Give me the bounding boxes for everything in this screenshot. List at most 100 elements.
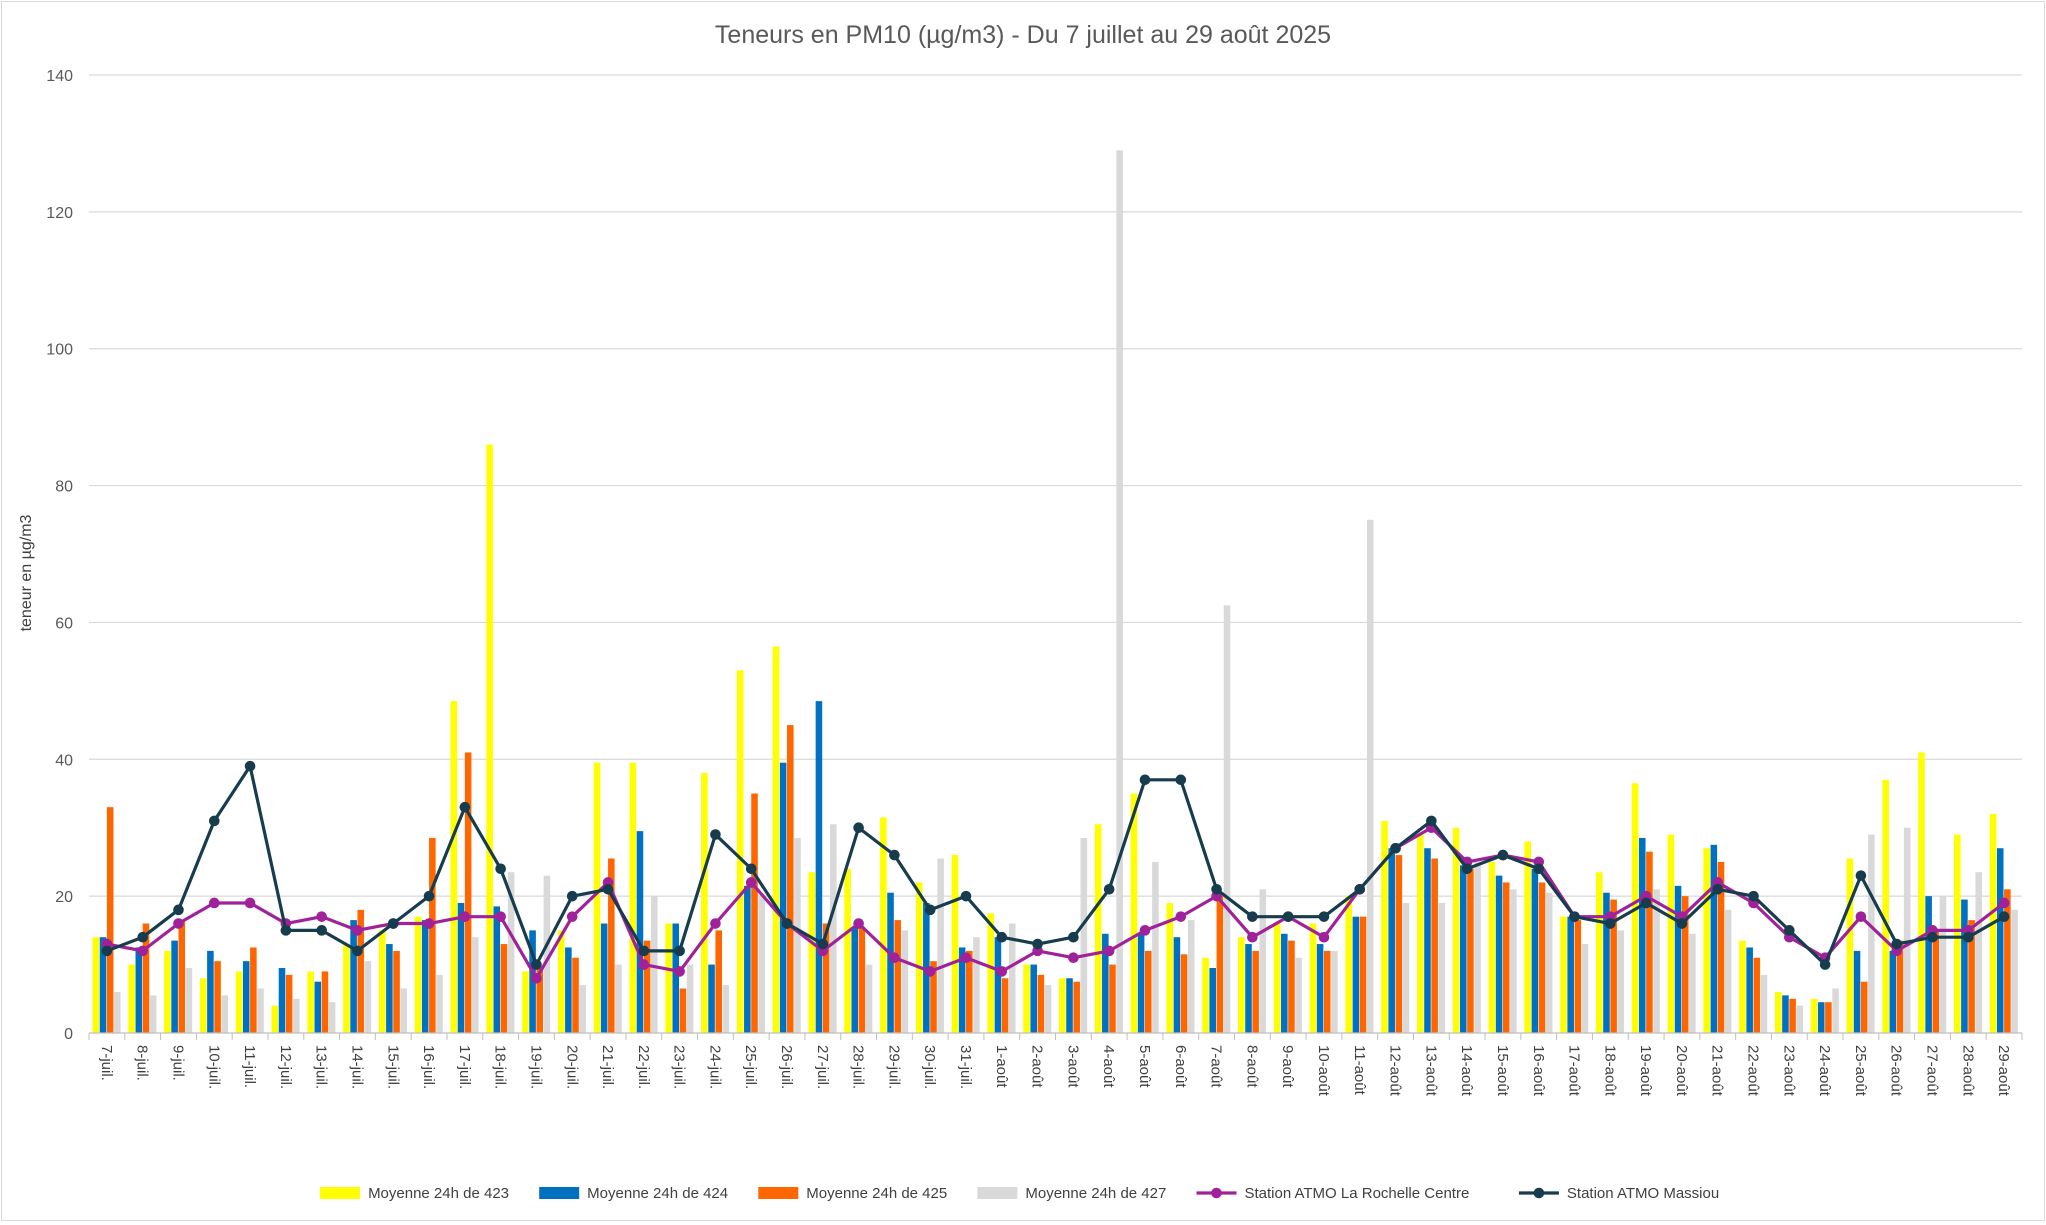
bar (1932, 930, 1940, 1033)
bar (2004, 889, 2011, 1033)
line-point (1497, 849, 1509, 861)
x-tick-label: 30-juil. (921, 1045, 938, 1089)
bar (1617, 930, 1625, 1033)
line-point (924, 966, 936, 977)
bar (736, 670, 744, 1033)
bar (779, 762, 787, 1033)
series-line (106, 826, 2006, 980)
bar (1689, 933, 1696, 1033)
line-point (1461, 863, 1473, 875)
bar (1510, 889, 1517, 1033)
bar (1173, 937, 1181, 1033)
line-point (137, 931, 148, 943)
line-point (173, 918, 184, 929)
x-tick-label: 27-août (1924, 1045, 1941, 1097)
line-point (1605, 918, 1616, 929)
bar (1538, 882, 1546, 1033)
x-tick-label: 11-juil. (241, 1045, 258, 1088)
bar (321, 971, 329, 1033)
bar (1467, 868, 1474, 1033)
x-tick-label: 10-juil. (205, 1045, 222, 1089)
bar (593, 762, 601, 1033)
line-point (459, 911, 471, 922)
bar (672, 923, 680, 1033)
bar (915, 882, 923, 1033)
x-tick-label: 3-août (1064, 1045, 1081, 1088)
legend-swatch (758, 1187, 799, 1199)
line-point (1426, 815, 1437, 827)
bar (1810, 998, 1818, 1033)
bar (486, 444, 493, 1033)
bar (185, 967, 193, 1033)
x-tick-label: 14-juil. (348, 1045, 365, 1089)
bar (1581, 944, 1589, 1033)
bar (1782, 995, 1789, 1033)
bar (2011, 909, 2018, 1033)
bar (142, 923, 150, 1033)
bar (357, 909, 365, 1033)
x-tick-label: 9-août (1279, 1045, 1296, 1088)
bar (114, 991, 121, 1033)
x-tick-label: 7-août (1208, 1045, 1225, 1088)
bar (1488, 861, 1496, 1033)
bar (1918, 752, 1925, 1033)
bar (937, 858, 944, 1033)
line-point (853, 918, 864, 929)
line-point (1748, 890, 1759, 902)
bar (651, 896, 658, 1033)
line-point (1139, 774, 1151, 786)
x-tick-label: 9-juil. (169, 1045, 186, 1081)
y-tick-label: 120 (46, 205, 73, 222)
bar (1596, 872, 1603, 1033)
bar (1202, 957, 1209, 1033)
bar (808, 872, 816, 1033)
bar (1760, 974, 1768, 1033)
y-tick-label: 20 (55, 889, 73, 906)
bar (1388, 848, 1395, 1033)
bar (393, 950, 400, 1033)
bar (135, 947, 143, 1033)
line-point (137, 945, 148, 957)
x-tick-label: 16-juil. (420, 1045, 437, 1089)
x-tick-label: 8-août (1243, 1045, 1260, 1088)
bar (958, 947, 966, 1033)
bar (844, 868, 851, 1033)
line-point (889, 952, 900, 964)
bar (1109, 964, 1116, 1033)
line-point (1139, 925, 1151, 936)
y-tick-label: 80 (55, 479, 73, 496)
bar (1094, 824, 1102, 1033)
x-tick-label: 18-août (1601, 1045, 1618, 1097)
bar (1603, 892, 1610, 1033)
line-point (1998, 911, 2010, 922)
line-point (1318, 911, 1330, 922)
bar (1753, 957, 1761, 1033)
x-tick-label: 13-août (1422, 1045, 1439, 1097)
bar (1030, 964, 1038, 1033)
bar (1502, 882, 1510, 1033)
line-point (1855, 911, 1867, 922)
bar (429, 837, 436, 1033)
line-point (924, 904, 936, 916)
bar (1789, 998, 1796, 1033)
bar (1252, 950, 1259, 1033)
line-point (996, 966, 1008, 977)
line-point (674, 945, 685, 957)
bar (1638, 837, 1646, 1033)
line-point (423, 890, 435, 902)
bar (450, 701, 458, 1033)
bar (1452, 827, 1460, 1033)
line-point (638, 945, 650, 957)
x-tick-label: 19-juil. (527, 1045, 544, 1089)
bar (1817, 1002, 1825, 1033)
bar (257, 988, 264, 1033)
bar (851, 926, 859, 1033)
line-point (1640, 897, 1652, 909)
bar (1524, 841, 1531, 1033)
x-tick-label: 6-août (1172, 1045, 1189, 1088)
line-point (1569, 911, 1580, 922)
bar (901, 930, 909, 1033)
bar (378, 930, 386, 1033)
bar (565, 947, 572, 1033)
